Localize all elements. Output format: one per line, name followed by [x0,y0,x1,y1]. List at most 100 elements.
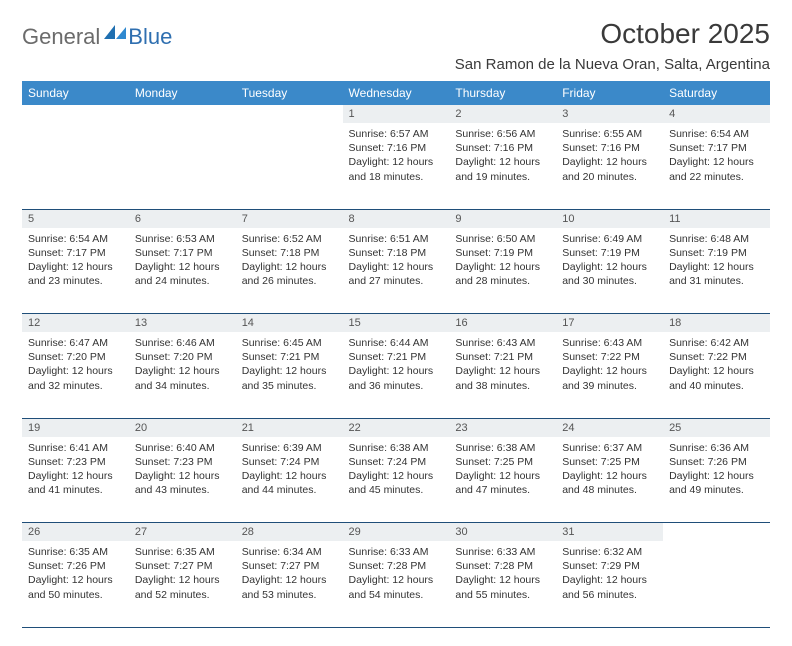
dl2-text: and 26 minutes. [242,274,337,288]
sunrise-text: Sunrise: 6:42 AM [669,336,764,350]
dl2-text: and 56 minutes. [562,588,657,602]
sunset-text: Sunset: 7:17 PM [135,246,230,260]
day-number: 1 [343,105,450,123]
day-number [236,105,343,123]
dl1-text: Daylight: 12 hours [349,469,444,483]
week-row: Sunrise: 6:41 AMSunset: 7:23 PMDaylight:… [22,437,770,523]
sunset-text: Sunset: 7:27 PM [135,559,230,573]
day-number: 28 [236,523,343,542]
day-number: 18 [663,314,770,333]
day-number: 2 [449,105,556,123]
day-number: 12 [22,314,129,333]
dl1-text: Daylight: 12 hours [562,260,657,274]
day-cell: Sunrise: 6:52 AMSunset: 7:18 PMDaylight:… [236,228,343,314]
day-cell: Sunrise: 6:37 AMSunset: 7:25 PMDaylight:… [556,437,663,523]
dl1-text: Daylight: 12 hours [562,364,657,378]
sunset-text: Sunset: 7:19 PM [669,246,764,260]
sunrise-text: Sunrise: 6:33 AM [349,545,444,559]
day-number: 29 [343,523,450,542]
day-cell [663,541,770,627]
day-number: 22 [343,418,450,437]
day-cell: Sunrise: 6:38 AMSunset: 7:24 PMDaylight:… [343,437,450,523]
title-block: October 2025 San Ramon de la Nueva Oran,… [455,18,770,73]
dl1-text: Daylight: 12 hours [135,469,230,483]
day-number: 23 [449,418,556,437]
dl1-text: Daylight: 12 hours [242,573,337,587]
logo: General Blue [22,24,172,50]
day-number [663,523,770,542]
day-cell: Sunrise: 6:56 AMSunset: 7:16 PMDaylight:… [449,123,556,209]
sunset-text: Sunset: 7:25 PM [562,455,657,469]
week-row: Sunrise: 6:57 AMSunset: 7:16 PMDaylight:… [22,123,770,209]
dl1-text: Daylight: 12 hours [562,469,657,483]
sunset-text: Sunset: 7:28 PM [455,559,550,573]
sunrise-text: Sunrise: 6:47 AM [28,336,123,350]
day-cell: Sunrise: 6:43 AMSunset: 7:21 PMDaylight:… [449,332,556,418]
sunset-text: Sunset: 7:17 PM [669,141,764,155]
sunrise-text: Sunrise: 6:55 AM [562,127,657,141]
sunset-text: Sunset: 7:23 PM [28,455,123,469]
dl2-text: and 55 minutes. [455,588,550,602]
day-number: 11 [663,209,770,228]
logo-text-general: General [22,24,100,50]
day-cell: Sunrise: 6:54 AMSunset: 7:17 PMDaylight:… [663,123,770,209]
day-cell: Sunrise: 6:41 AMSunset: 7:23 PMDaylight:… [22,437,129,523]
day-number: 25 [663,418,770,437]
dl1-text: Daylight: 12 hours [669,364,764,378]
dl2-text: and 23 minutes. [28,274,123,288]
sunset-text: Sunset: 7:18 PM [349,246,444,260]
day-cell: Sunrise: 6:35 AMSunset: 7:27 PMDaylight:… [129,541,236,627]
day-number: 7 [236,209,343,228]
sunrise-text: Sunrise: 6:35 AM [135,545,230,559]
day-cell: Sunrise: 6:49 AMSunset: 7:19 PMDaylight:… [556,228,663,314]
sunrise-text: Sunrise: 6:52 AM [242,232,337,246]
sail-icon [104,25,126,43]
sunset-text: Sunset: 7:28 PM [349,559,444,573]
day-number: 14 [236,314,343,333]
sunrise-text: Sunrise: 6:35 AM [28,545,123,559]
dl1-text: Daylight: 12 hours [669,155,764,169]
sunrise-text: Sunrise: 6:53 AM [135,232,230,246]
day-number: 8 [343,209,450,228]
dl1-text: Daylight: 12 hours [135,573,230,587]
day-header: Sunday [22,81,129,105]
day-cell: Sunrise: 6:54 AMSunset: 7:17 PMDaylight:… [22,228,129,314]
dl2-text: and 35 minutes. [242,379,337,393]
dl1-text: Daylight: 12 hours [669,260,764,274]
dl1-text: Daylight: 12 hours [242,469,337,483]
location: San Ramon de la Nueva Oran, Salta, Argen… [455,56,770,73]
month-title: October 2025 [455,18,770,50]
dl1-text: Daylight: 12 hours [455,469,550,483]
day-number: 5 [22,209,129,228]
daynum-row: 1234 [22,105,770,123]
day-cell: Sunrise: 6:33 AMSunset: 7:28 PMDaylight:… [449,541,556,627]
header: General Blue October 2025 San Ramon de l… [22,18,770,73]
dl1-text: Daylight: 12 hours [349,573,444,587]
logo-text-blue: Blue [128,24,172,50]
day-number [22,105,129,123]
day-number: 15 [343,314,450,333]
sunset-text: Sunset: 7:16 PM [455,141,550,155]
sunset-text: Sunset: 7:16 PM [349,141,444,155]
day-number: 27 [129,523,236,542]
sunset-text: Sunset: 7:21 PM [455,350,550,364]
day-number: 4 [663,105,770,123]
day-cell: Sunrise: 6:38 AMSunset: 7:25 PMDaylight:… [449,437,556,523]
dl2-text: and 53 minutes. [242,588,337,602]
dl1-text: Daylight: 12 hours [135,364,230,378]
sunset-text: Sunset: 7:23 PM [135,455,230,469]
day-cell: Sunrise: 6:34 AMSunset: 7:27 PMDaylight:… [236,541,343,627]
sunset-text: Sunset: 7:24 PM [242,455,337,469]
dl2-text: and 34 minutes. [135,379,230,393]
sunset-text: Sunset: 7:20 PM [135,350,230,364]
day-cell: Sunrise: 6:51 AMSunset: 7:18 PMDaylight:… [343,228,450,314]
dl1-text: Daylight: 12 hours [349,260,444,274]
day-cell: Sunrise: 6:32 AMSunset: 7:29 PMDaylight:… [556,541,663,627]
sunset-text: Sunset: 7:19 PM [455,246,550,260]
sunset-text: Sunset: 7:26 PM [669,455,764,469]
dl2-text: and 36 minutes. [349,379,444,393]
day-header: Tuesday [236,81,343,105]
day-cell: Sunrise: 6:35 AMSunset: 7:26 PMDaylight:… [22,541,129,627]
daynum-row: 567891011 [22,209,770,228]
dl2-text: and 50 minutes. [28,588,123,602]
